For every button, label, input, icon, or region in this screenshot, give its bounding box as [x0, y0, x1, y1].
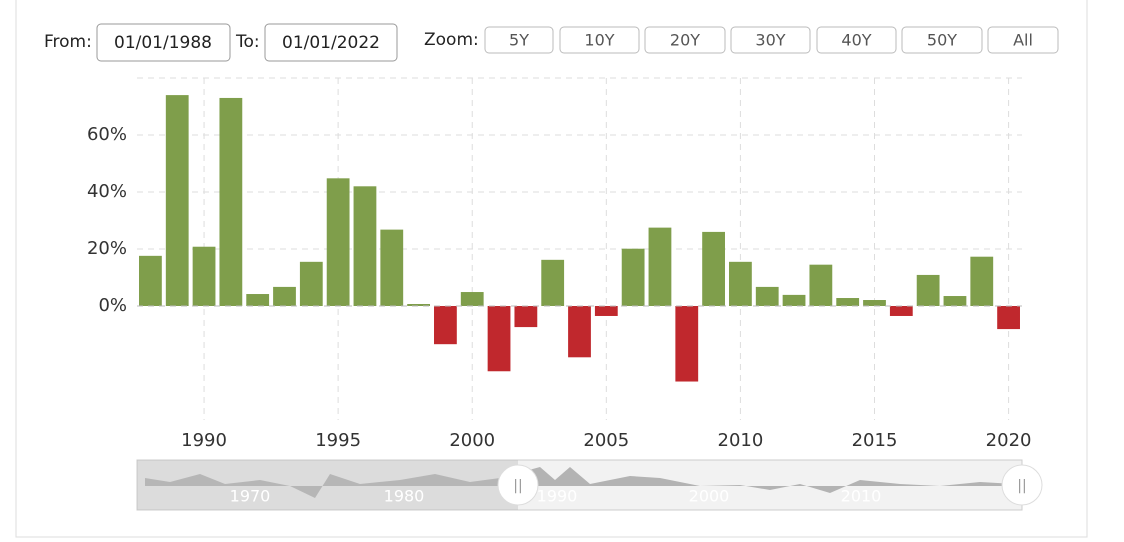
y-tick-label: 40% — [87, 181, 127, 202]
y-tick-label: 0% — [98, 295, 127, 316]
bar — [380, 229, 404, 306]
navigator-label: 1980 — [384, 487, 425, 506]
zoom-button[interactable]: 40Y — [816, 26, 897, 54]
bar — [836, 298, 860, 306]
x-tick-label: 2000 — [449, 430, 495, 451]
bar — [863, 300, 886, 306]
button-box[interactable] — [901, 26, 983, 54]
x-tick-label: 1990 — [181, 430, 227, 451]
bar — [192, 246, 216, 306]
bar — [219, 97, 243, 306]
bar — [139, 255, 162, 306]
bar — [729, 261, 752, 306]
x-tick-label: 2005 — [583, 430, 629, 451]
button-box[interactable] — [730, 26, 811, 54]
button-box[interactable] — [987, 26, 1059, 54]
bar — [755, 286, 779, 306]
zoom-button[interactable]: 20Y — [644, 26, 726, 54]
to-value[interactable]: 01/01/2022 — [282, 33, 380, 53]
bar — [568, 306, 591, 358]
bar — [594, 306, 618, 316]
bar — [943, 296, 967, 306]
x-tick-label: 2010 — [718, 430, 764, 451]
navigator-label: 1970 — [230, 487, 271, 506]
bar — [514, 306, 538, 328]
button-label[interactable]: 5Y — [509, 31, 529, 50]
bar — [702, 231, 725, 306]
from-label: From: — [44, 32, 92, 52]
navigator-mask — [137, 460, 518, 510]
bar — [460, 292, 484, 306]
bar — [621, 248, 645, 306]
card-border — [15, 0, 1088, 538]
bar — [809, 264, 833, 306]
bar — [407, 304, 430, 306]
button-label[interactable]: 10Y — [584, 31, 614, 50]
bar — [916, 274, 940, 306]
bar — [434, 306, 457, 345]
navigator-handle[interactable] — [1001, 464, 1043, 506]
y-tick-label: 20% — [87, 238, 127, 259]
button-box[interactable] — [559, 26, 640, 54]
bar — [541, 259, 565, 306]
bar — [326, 178, 350, 306]
handle-grip: || — [513, 478, 522, 494]
bar — [487, 306, 511, 372]
navigator-label: 1990 — [537, 487, 578, 506]
zoom-button[interactable]: 30Y — [730, 26, 811, 54]
navigator-series — [145, 467, 1015, 498]
bar — [970, 256, 994, 306]
x-tick-label: 2015 — [852, 430, 898, 451]
zoom-button[interactable]: All — [987, 26, 1059, 54]
bar — [165, 95, 189, 306]
handle-grip: || — [1017, 478, 1026, 494]
navigator-handle[interactable] — [497, 464, 539, 506]
button-label[interactable]: 20Y — [670, 31, 700, 50]
zoom-button[interactable]: 5Y — [484, 26, 554, 54]
zoom-label: Zoom: — [424, 30, 479, 50]
navigator-label: 2000 — [689, 487, 730, 506]
from-value[interactable]: 01/01/1988 — [114, 33, 212, 53]
button-label[interactable]: 40Y — [841, 31, 871, 50]
button-label[interactable]: 30Y — [755, 31, 785, 50]
zoom-button[interactable]: 50Y — [901, 26, 983, 54]
bar — [889, 306, 913, 316]
to-input[interactable]: 01/01/2022 — [264, 23, 398, 62]
x-tick-label: 1995 — [315, 430, 361, 451]
bar — [353, 186, 377, 306]
bar — [997, 306, 1020, 330]
button-label[interactable]: 50Y — [927, 31, 957, 50]
bar — [648, 227, 672, 306]
to-label: To: — [235, 32, 260, 52]
bar — [299, 261, 323, 306]
bar — [782, 294, 806, 306]
button-box[interactable] — [816, 26, 897, 54]
bar — [246, 294, 270, 306]
y-tick-label: 60% — [87, 124, 127, 145]
from-input[interactable]: 01/01/1988 — [96, 23, 231, 62]
x-tick-label: 2020 — [986, 430, 1032, 451]
zoom-button[interactable]: 10Y — [559, 26, 640, 54]
button-box[interactable] — [484, 26, 554, 54]
button-box[interactable] — [644, 26, 726, 54]
button-label[interactable]: All — [1013, 31, 1033, 50]
bar — [675, 306, 699, 382]
navigator-label: 2010 — [841, 487, 882, 506]
bar — [273, 286, 296, 306]
